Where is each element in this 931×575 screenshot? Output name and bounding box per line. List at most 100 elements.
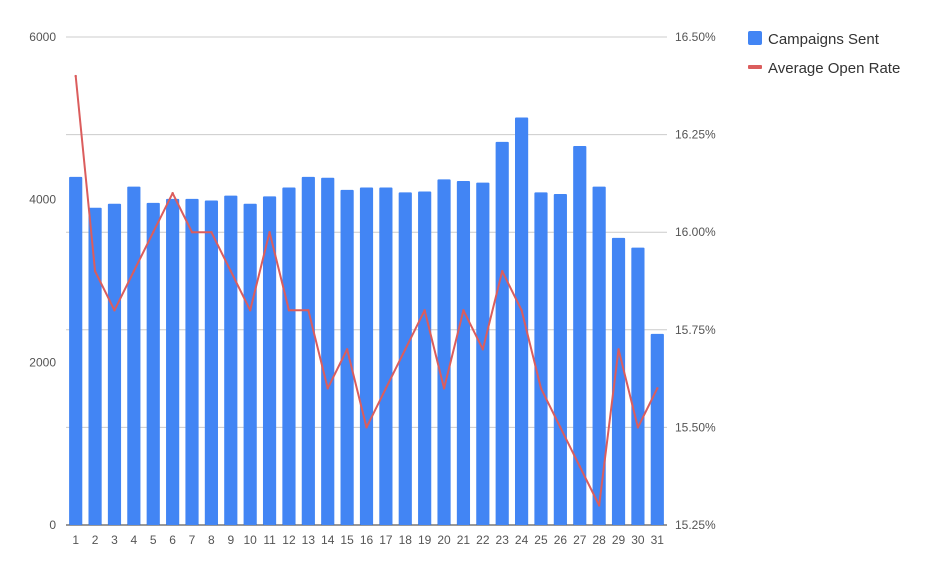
bar-24[interactable] (515, 117, 529, 526)
open-rate-point-2 (93, 270, 97, 273)
bar-8[interactable] (204, 200, 218, 526)
bar-29[interactable] (611, 237, 626, 526)
bar-18[interactable] (398, 192, 412, 525)
bar-27[interactable] (573, 145, 587, 525)
right-axis-tick-label: 15.75% (675, 323, 716, 337)
open-rate-point-31 (656, 387, 659, 390)
open-rate-point-6 (171, 191, 174, 195)
bar-3[interactable] (107, 203, 122, 525)
x-axis-tick-label: 5 (150, 533, 157, 547)
x-axis-tick-label: 30 (631, 533, 645, 547)
x-axis-tick-label: 10 (243, 533, 257, 547)
x-axis-tick-label: 2 (92, 533, 99, 547)
x-axis-tick-label: 6 (169, 533, 176, 547)
x-axis-tick-label: 16 (360, 533, 374, 547)
x-axis-tick-label: 9 (227, 533, 234, 547)
open-rate-point-1 (74, 74, 77, 78)
open-rate-point-16 (365, 426, 368, 429)
left-axis-tick-label: 2000 (29, 355, 56, 369)
x-axis-tick-label: 17 (379, 533, 393, 547)
legend-label-campaigns-sent: Campaigns Sent (768, 31, 880, 48)
left-axis-ticks: 0 2000 4000 6000 (29, 30, 56, 532)
open-rate-point-13 (307, 309, 310, 312)
left-axis-tick-label: 0 (49, 518, 56, 532)
x-axis-tick-label: 24 (515, 533, 529, 547)
bar-1[interactable] (69, 176, 83, 526)
open-rate-point-9 (229, 270, 232, 273)
open-rate-point-4 (132, 270, 136, 273)
x-axis-tick-label: 29 (612, 533, 626, 547)
bar-23[interactable] (495, 141, 509, 526)
left-axis-tick-label: 6000 (29, 30, 56, 44)
right-axis-tick-label: 16.50% (675, 30, 716, 44)
x-axis-tick-label: 31 (651, 533, 665, 547)
bar-6[interactable] (166, 198, 180, 525)
bar-26[interactable] (553, 193, 567, 525)
open-rate-point-17 (384, 387, 388, 390)
left-axis-tick-label: 4000 (29, 193, 56, 207)
bar-7[interactable] (185, 198, 199, 525)
x-axis-tick-label: 8 (208, 533, 215, 547)
right-axis-tick-label: 16.25% (675, 128, 716, 142)
bar-14[interactable] (321, 177, 335, 525)
x-axis-tick-label: 13 (302, 533, 316, 547)
open-rate-point-18 (404, 348, 407, 351)
legend-item-average-open-rate[interactable]: Average Open Rate (748, 60, 900, 77)
x-axis-tick-label: 15 (340, 533, 354, 547)
bar-19[interactable] (418, 191, 432, 526)
open-rate-point-26 (559, 426, 562, 429)
legend-item-campaigns-sent[interactable]: Campaigns Sent (748, 31, 880, 48)
right-axis-tick-label: 15.50% (675, 420, 716, 434)
x-axis-tick-label: 25 (534, 533, 548, 547)
x-axis-tick-label: 1 (72, 533, 79, 547)
legend-label-average-open-rate: Average Open Rate (768, 60, 900, 77)
bar-11[interactable] (262, 196, 277, 525)
bar-4[interactable] (127, 186, 141, 526)
bar-22[interactable] (476, 182, 490, 525)
bar-15[interactable] (340, 189, 354, 525)
bar-10[interactable] (243, 203, 257, 525)
bar-13[interactable] (301, 176, 315, 526)
open-rate-point-27 (578, 465, 581, 468)
x-axis-tick-label: 20 (437, 533, 451, 547)
x-axis-tick-label: 14 (321, 533, 335, 547)
bar-25[interactable] (534, 192, 548, 525)
x-axis-tick-label: 27 (573, 533, 587, 547)
open-rate-point-14 (326, 387, 329, 390)
x-axis-ticks: 1 2 3 4 5 6 7 8 9 10 11 12 13 14 15 16 17 18 19 20 21 22 23 24 2… (72, 533, 664, 547)
open-rate-point-22 (481, 348, 485, 351)
open-rate-point-7 (190, 231, 194, 234)
bar-9[interactable] (224, 195, 238, 525)
right-axis-tick-label: 15.25% (675, 518, 716, 532)
bar-2[interactable] (88, 207, 102, 526)
bar-28[interactable] (592, 186, 606, 526)
open-rate-point-28 (597, 504, 601, 507)
bar-5[interactable] (146, 202, 160, 526)
right-axis-tick-label: 16.00% (675, 225, 716, 239)
x-axis-tick-label: 7 (189, 533, 196, 547)
open-rate-point-23 (501, 270, 504, 273)
legend: Campaigns Sent Average Open Rate (748, 31, 900, 77)
x-axis-tick-label: 21 (457, 533, 471, 547)
bar-30[interactable] (631, 247, 645, 526)
x-axis-tick-label: 26 (554, 533, 568, 547)
open-rate-line-layer (74, 74, 659, 507)
legend-swatch-campaigns-sent (748, 31, 762, 45)
bar-16[interactable] (359, 187, 374, 525)
x-axis-tick-label: 28 (592, 533, 606, 547)
open-rate-point-21 (462, 309, 465, 312)
open-rate-point-25 (539, 387, 543, 390)
x-axis-tick-label: 18 (399, 533, 413, 547)
bar-21[interactable] (456, 180, 471, 525)
open-rate-point-30 (636, 426, 640, 429)
open-rate-point-3 (113, 309, 116, 312)
open-rate-point-20 (442, 387, 446, 390)
bar-31[interactable] (650, 333, 664, 525)
bar-20[interactable] (437, 179, 451, 526)
x-axis-tick-label: 4 (131, 533, 138, 547)
open-rate-point-29 (617, 348, 620, 351)
bar-12[interactable] (282, 187, 296, 525)
campaigns-sent-bars (69, 117, 664, 526)
bar-17[interactable] (379, 187, 393, 525)
